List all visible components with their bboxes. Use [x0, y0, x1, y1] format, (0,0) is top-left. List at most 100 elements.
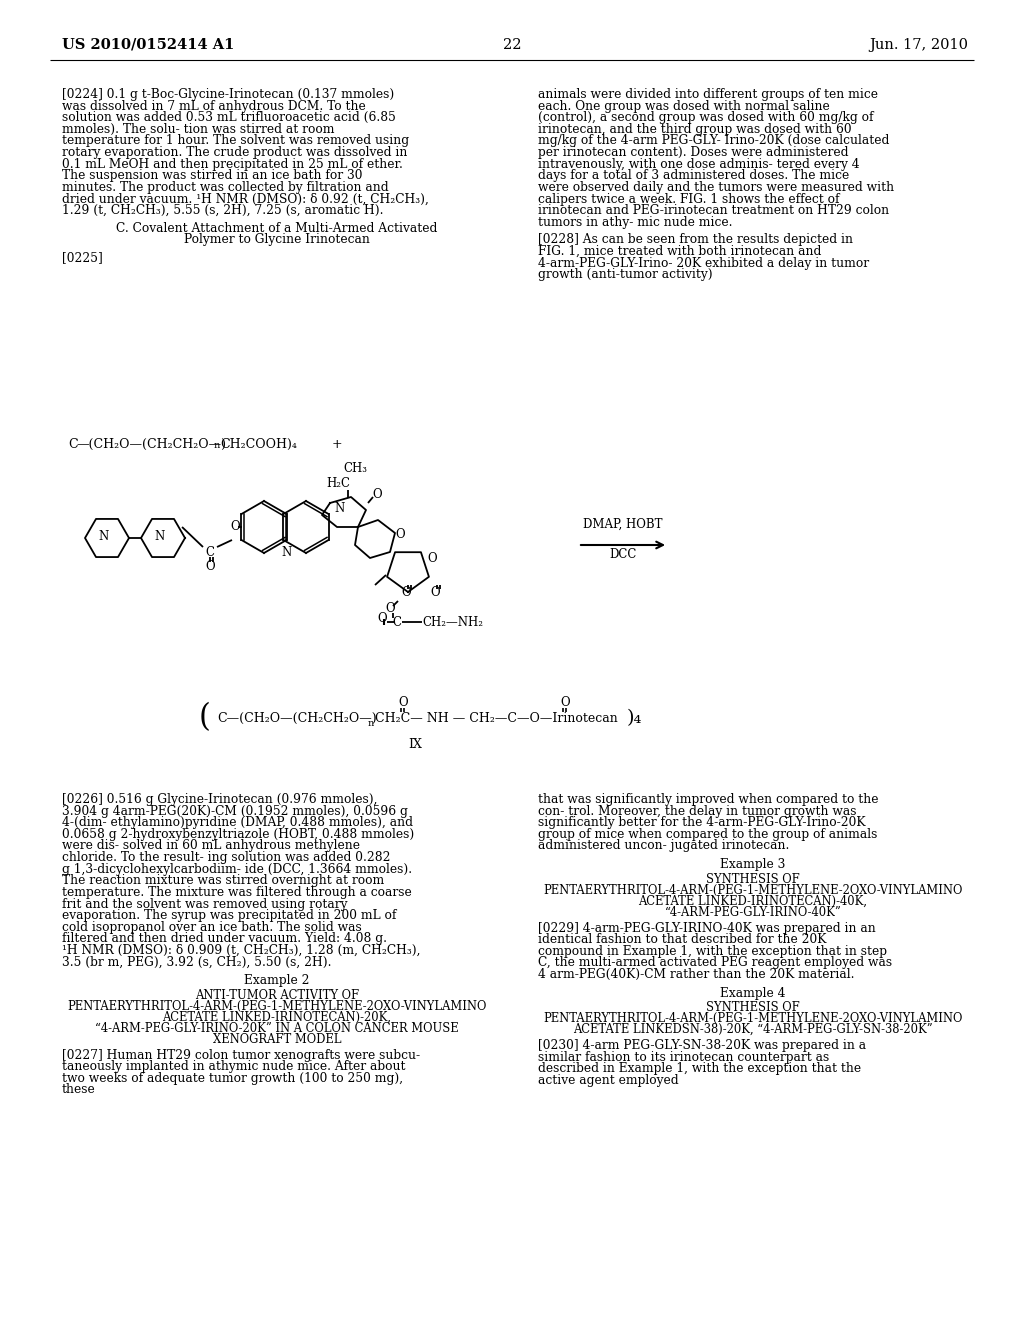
- Text: C: C: [206, 545, 214, 558]
- Text: SYNTHESIS OF: SYNTHESIS OF: [707, 873, 800, 886]
- Text: C: C: [68, 438, 78, 451]
- Text: taneously implanted in athymic nude mice. After about: taneously implanted in athymic nude mice…: [62, 1060, 406, 1073]
- Text: temperature. The mixture was filtered through a coarse: temperature. The mixture was filtered th…: [62, 886, 412, 899]
- Text: “4-ARM-PEG-GLY-IRINO-20K” IN A COLON CANCER MOUSE: “4-ARM-PEG-GLY-IRINO-20K” IN A COLON CAN…: [95, 1022, 459, 1035]
- Text: [0224] 0.1 g t-Boc-Glycine-Irinotecan (0.137 mmoles): [0224] 0.1 g t-Boc-Glycine-Irinotecan (0…: [62, 88, 394, 102]
- Text: US 2010/0152414 A1: US 2010/0152414 A1: [62, 38, 234, 51]
- Text: FIG. 1, mice treated with both irinotecan and: FIG. 1, mice treated with both irinoteca…: [538, 246, 821, 257]
- Text: N: N: [335, 503, 345, 516]
- Text: N: N: [282, 545, 292, 558]
- Text: 0.0658 g 2-hydroxybenzyltriazole (HOBT, 0.488 mmoles): 0.0658 g 2-hydroxybenzyltriazole (HOBT, …: [62, 828, 415, 841]
- Text: con- trol. Moreover, the delay in tumor growth was: con- trol. Moreover, the delay in tumor …: [538, 805, 856, 817]
- Text: IX: IX: [408, 738, 422, 751]
- Text: —(CH₂O—(CH₂CH₂O—): —(CH₂O—(CH₂CH₂O—): [76, 438, 226, 451]
- Text: 4-(dim- ethylamino)pyridine (DMAP, 0.488 mmoles), and: 4-(dim- ethylamino)pyridine (DMAP, 0.488…: [62, 816, 413, 829]
- Text: were observed daily and the tumors were measured with: were observed daily and the tumors were …: [538, 181, 894, 194]
- Text: Example 4: Example 4: [720, 986, 785, 999]
- Text: O: O: [395, 528, 404, 541]
- Text: [0229] 4-arm-PEG-GLY-IRINO-40K was prepared in an: [0229] 4-arm-PEG-GLY-IRINO-40K was prepa…: [538, 921, 876, 935]
- Text: similar fashion to its irinotecan counterpart as: similar fashion to its irinotecan counte…: [538, 1051, 829, 1064]
- Text: N: N: [99, 531, 110, 544]
- Text: n: n: [214, 441, 220, 450]
- Text: C—(CH₂O—(CH₂CH₂O—): C—(CH₂O—(CH₂CH₂O—): [217, 711, 377, 725]
- Text: O: O: [377, 611, 387, 624]
- Text: irinotecan, and the third group was dosed with 60: irinotecan, and the third group was dose…: [538, 123, 852, 136]
- Text: The reaction mixture was stirred overnight at room: The reaction mixture was stirred overnig…: [62, 874, 384, 887]
- Text: that was significantly improved when compared to the: that was significantly improved when com…: [538, 793, 879, 807]
- Text: C. Covalent Attachment of a Multi-Armed Activated: C. Covalent Attachment of a Multi-Armed …: [117, 222, 437, 235]
- Text: The suspension was stirred in an ice bath for 30: The suspension was stirred in an ice bat…: [62, 169, 362, 182]
- Text: H₂C: H₂C: [326, 477, 350, 490]
- Text: O: O: [385, 602, 395, 615]
- Text: calipers twice a week. FIG. 1 shows the effect of: calipers twice a week. FIG. 1 shows the …: [538, 193, 840, 206]
- Text: Jun. 17, 2010: Jun. 17, 2010: [869, 38, 968, 51]
- Text: O: O: [230, 520, 240, 533]
- Text: O: O: [398, 696, 408, 709]
- Text: frit and the solvent was removed using rotary: frit and the solvent was removed using r…: [62, 898, 347, 911]
- Text: [0228] As can be seen from the results depicted in: [0228] As can be seen from the results d…: [538, 234, 853, 247]
- Text: O: O: [430, 586, 440, 598]
- Text: DCC: DCC: [609, 548, 637, 561]
- Text: [0225]: [0225]: [62, 251, 102, 264]
- Text: 1.29 (t, CH₂CH₃), 5.55 (s, 2H), 7.25 (s, aromatic H).: 1.29 (t, CH₂CH₃), 5.55 (s, 2H), 7.25 (s,…: [62, 205, 384, 218]
- Text: g 1,3-dicyclohexylcarbodiim- ide (DCC, 1.3664 mmoles).: g 1,3-dicyclohexylcarbodiim- ide (DCC, 1…: [62, 863, 412, 875]
- Text: N: N: [155, 531, 165, 544]
- Text: animals were divided into different groups of ten mice: animals were divided into different grou…: [538, 88, 878, 102]
- Text: solution was added 0.53 mL trifluoroacetic acid (6.85: solution was added 0.53 mL trifluoroacet…: [62, 111, 396, 124]
- Text: dried under vacuum. ¹H NMR (DMSO): δ 0.92 (t, CH₂CH₃),: dried under vacuum. ¹H NMR (DMSO): δ 0.9…: [62, 193, 429, 206]
- Text: O: O: [372, 487, 382, 500]
- Text: 4-arm-PEG-GLY-Irino- 20K exhibited a delay in tumor: 4-arm-PEG-GLY-Irino- 20K exhibited a del…: [538, 256, 869, 269]
- Text: DMAP, HOBT: DMAP, HOBT: [584, 517, 663, 531]
- Text: described in Example 1, with the exception that the: described in Example 1, with the excepti…: [538, 1063, 861, 1076]
- Text: O: O: [427, 552, 437, 565]
- Text: CH₂C— NH — CH₂—C—O—Irinotecan: CH₂C— NH — CH₂—C—O—Irinotecan: [375, 711, 617, 725]
- Text: Example 3: Example 3: [720, 858, 785, 871]
- Text: ANTI-TUMOR ACTIVITY OF: ANTI-TUMOR ACTIVITY OF: [195, 989, 359, 1002]
- Text: days for a total of 3 administered doses. The mice: days for a total of 3 administered doses…: [538, 169, 849, 182]
- Text: [0230] 4-arm PEG-GLY-SN-38-20K was prepared in a: [0230] 4-arm PEG-GLY-SN-38-20K was prepa…: [538, 1039, 866, 1052]
- Text: )₄: )₄: [627, 709, 642, 727]
- Text: Polymer to Glycine Irinotecan: Polymer to Glycine Irinotecan: [184, 234, 370, 247]
- Text: irinotecan and PEG-irinotecan treatment on HT29 colon: irinotecan and PEG-irinotecan treatment …: [538, 205, 889, 218]
- Text: 4 arm-PEG(40K)-CM rather than the 20K material.: 4 arm-PEG(40K)-CM rather than the 20K ma…: [538, 968, 854, 981]
- Text: evaporation. The syrup was precipitated in 200 mL of: evaporation. The syrup was precipitated …: [62, 909, 396, 923]
- Text: 3.904 g 4arm-PEG(20K)-CM (0.1952 mmoles), 0.0596 g: 3.904 g 4arm-PEG(20K)-CM (0.1952 mmoles)…: [62, 805, 408, 817]
- Text: active agent employed: active agent employed: [538, 1074, 679, 1086]
- Text: identical fashion to that described for the 20K: identical fashion to that described for …: [538, 933, 826, 946]
- Text: temperature for 1 hour. The solvent was removed using: temperature for 1 hour. The solvent was …: [62, 135, 410, 148]
- Text: (: (: [199, 702, 211, 734]
- Text: PENTAERYTHRITOL-4-ARM-(PEG-1-METHYLENE-2OXO-VINYLAMINO: PENTAERYTHRITOL-4-ARM-(PEG-1-METHYLENE-2…: [544, 883, 963, 896]
- Text: “4-ARM-PEG-GLY-IRINO-40K”: “4-ARM-PEG-GLY-IRINO-40K”: [665, 906, 842, 919]
- Text: minutes. The product was collected by filtration and: minutes. The product was collected by fi…: [62, 181, 389, 194]
- Text: 22: 22: [503, 38, 521, 51]
- Text: intravenously, with one dose adminis- tered every 4: intravenously, with one dose adminis- te…: [538, 157, 859, 170]
- Text: C, the multi-armed activated PEG reagent employed was: C, the multi-armed activated PEG reagent…: [538, 957, 892, 969]
- Text: ACETATE LINKED-IRINOTECAN)-40K,: ACETATE LINKED-IRINOTECAN)-40K,: [639, 895, 867, 908]
- Text: O: O: [560, 696, 569, 709]
- Text: 3.5 (br m, PEG), 3.92 (s, CH₂), 5.50 (s, 2H).: 3.5 (br m, PEG), 3.92 (s, CH₂), 5.50 (s,…: [62, 956, 332, 969]
- Text: SYNTHESIS OF: SYNTHESIS OF: [707, 1001, 800, 1014]
- Text: O: O: [401, 586, 411, 598]
- Text: [0226] 0.516 g Glycine-Irinotecan (0.976 mmoles),: [0226] 0.516 g Glycine-Irinotecan (0.976…: [62, 793, 378, 807]
- Text: Example 2: Example 2: [245, 974, 309, 987]
- Text: tumors in athy- mic nude mice.: tumors in athy- mic nude mice.: [538, 215, 732, 228]
- Text: n: n: [368, 718, 374, 727]
- Text: group of mice when compared to the group of animals: group of mice when compared to the group…: [538, 828, 878, 841]
- Text: ¹H NMR (DMSO): δ 0.909 (t, CH₂CH₃), 1.28 (m, CH₂CH₃),: ¹H NMR (DMSO): δ 0.909 (t, CH₂CH₃), 1.28…: [62, 944, 421, 957]
- Text: chloride. To the result- ing solution was added 0.282: chloride. To the result- ing solution wa…: [62, 851, 390, 865]
- Text: CH₂—NH₂: CH₂—NH₂: [422, 615, 483, 628]
- Text: [0227] Human HT29 colon tumor xenografts were subcu-: [0227] Human HT29 colon tumor xenografts…: [62, 1048, 420, 1061]
- Text: CH₃: CH₃: [343, 462, 367, 475]
- Text: ACETATE LINKEDSN-38)-20K, “4-ARM-PEG-GLY-SN-38-20K”: ACETATE LINKEDSN-38)-20K, “4-ARM-PEG-GLY…: [573, 1023, 933, 1036]
- Text: O: O: [205, 560, 215, 573]
- Text: mmoles). The solu- tion was stirred at room: mmoles). The solu- tion was stirred at r…: [62, 123, 335, 136]
- Text: PENTAERYTHRITOL-4-ARM-(PEG-1-METHYLENE-2OXO-VINYLAMINO: PENTAERYTHRITOL-4-ARM-(PEG-1-METHYLENE-2…: [68, 999, 486, 1012]
- Text: two weeks of adequate tumor growth (100 to 250 mg),: two weeks of adequate tumor growth (100 …: [62, 1072, 403, 1085]
- Text: 0.1 mL MeOH and then precipitated in 25 mL of ether.: 0.1 mL MeOH and then precipitated in 25 …: [62, 157, 402, 170]
- Text: PENTAERYTHRITOL-4-ARM-(PEG-1-METHYLENE-2OXO-VINYLAMINO: PENTAERYTHRITOL-4-ARM-(PEG-1-METHYLENE-2…: [544, 1012, 963, 1026]
- Text: growth (anti-tumor activity): growth (anti-tumor activity): [538, 268, 713, 281]
- Text: these: these: [62, 1084, 96, 1097]
- Text: cold isopropanol over an ice bath. The solid was: cold isopropanol over an ice bath. The s…: [62, 921, 361, 933]
- Text: compound in Example 1, with the exception that in step: compound in Example 1, with the exceptio…: [538, 945, 887, 958]
- Text: mg/kg of the 4-arm PEG-GLY- Irino-20K (dose calculated: mg/kg of the 4-arm PEG-GLY- Irino-20K (d…: [538, 135, 890, 148]
